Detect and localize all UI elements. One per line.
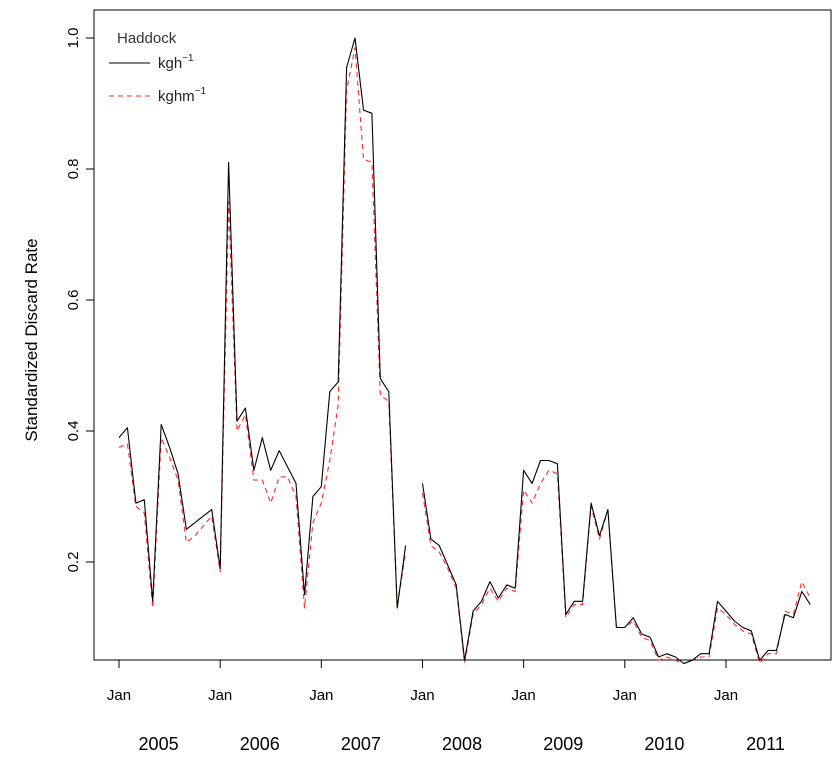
year-label: 2005	[139, 734, 179, 754]
x-tick-label: Jan	[410, 687, 434, 704]
legend-entry-kghm-base: kghm	[158, 88, 195, 105]
year-label: 2006	[240, 734, 280, 754]
legend-entry-kgh-base: kgh	[158, 55, 182, 72]
x-tick-label: Jan	[309, 687, 333, 704]
x-tick-label: Jan	[512, 687, 536, 704]
year-label: 2009	[543, 734, 583, 754]
y-axis-label: Standardized Discard Rate	[22, 238, 41, 441]
x-tick-label: Jan	[613, 687, 637, 704]
y-tick-label: 0.4	[65, 421, 82, 442]
year-label: 2011	[746, 734, 785, 754]
y-axis: 0.2 0.4 0.6 0.8 1.0	[65, 28, 95, 573]
year-label: 2010	[644, 734, 684, 754]
series-line-kgh	[118, 37, 811, 665]
y-tick-label: 0.2	[65, 552, 82, 573]
legend: Haddock kgh−1 kghm−1	[109, 30, 207, 105]
series-layer	[118, 37, 811, 665]
y-tick-label: 1.0	[65, 28, 82, 49]
x-axis: Jan Jan Jan Jan Jan Jan Jan 2005 2006 2007 2008 200…	[107, 659, 785, 754]
y-tick-label: 0.6	[65, 290, 82, 311]
legend-entry-kghm-sup: −1	[195, 86, 207, 97]
x-tick-label: Jan	[208, 687, 232, 704]
y-tick-label: 0.8	[65, 159, 82, 180]
legend-entry-kgh-sup: −1	[182, 53, 194, 64]
year-label: 2008	[442, 734, 482, 754]
x-tick-label: Jan	[107, 687, 131, 704]
legend-entry-kgh: kgh−1	[158, 53, 194, 72]
legend-title: Haddock	[117, 30, 177, 47]
x-tick-label: Jan	[714, 687, 738, 704]
year-label: 2007	[341, 734, 381, 754]
legend-entry-kghm: kghm−1	[158, 86, 207, 105]
